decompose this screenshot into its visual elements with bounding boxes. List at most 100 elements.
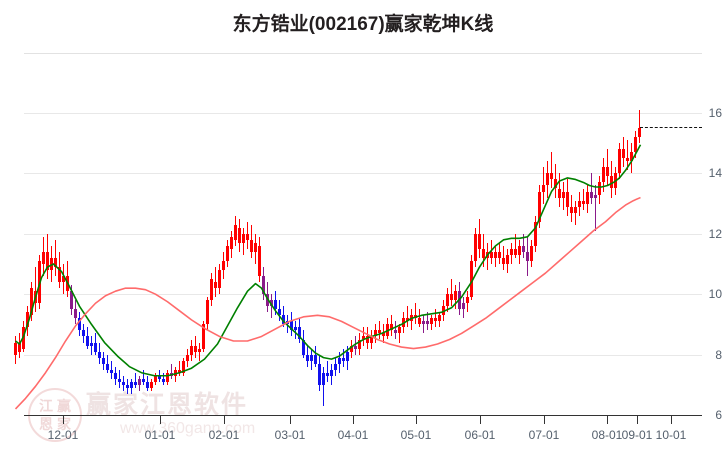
candle-body	[242, 233, 245, 243]
candle-body	[278, 309, 281, 316]
candle-body	[262, 276, 265, 295]
x-axis-tick	[224, 415, 226, 424]
candle-body	[502, 257, 505, 264]
candle-body	[82, 330, 85, 337]
chart-top-border	[24, 53, 702, 54]
candle-body	[166, 372, 169, 382]
candle-body	[346, 351, 349, 361]
y-axis-tick-label: 6	[715, 408, 722, 422]
x-axis-tick-label: 01-01	[144, 428, 176, 442]
x-axis-tick-label: 08-01	[591, 428, 623, 442]
candle-body	[206, 300, 209, 325]
x-axis-tick-label: 10-01	[655, 428, 687, 442]
candle-body	[258, 245, 261, 277]
candle-body	[98, 351, 101, 358]
y-axis-tick-label: 16	[708, 106, 722, 120]
candle-body	[506, 254, 509, 264]
candle-body	[622, 149, 625, 159]
candle-body	[434, 318, 437, 322]
candle-body	[254, 242, 257, 252]
x-axis-tick-label: 09-01	[621, 428, 653, 442]
gridline	[24, 294, 702, 296]
candle-body	[298, 327, 301, 340]
candle-body	[482, 248, 485, 258]
candle-body	[510, 248, 513, 255]
x-axis-tick	[160, 415, 162, 424]
y-axis-tick-label: 10	[708, 287, 722, 302]
candle-body	[382, 333, 385, 337]
candle-body	[494, 251, 497, 258]
candle-body	[378, 330, 381, 334]
candle-body	[130, 381, 133, 388]
y-axis-tick-label: 8	[715, 347, 722, 362]
gridline	[24, 113, 702, 114]
candle-body	[190, 345, 193, 355]
candle-body	[126, 384, 129, 388]
candle-body	[26, 312, 29, 328]
candle-body	[522, 245, 525, 252]
candle-body	[198, 348, 201, 352]
candle-body	[86, 336, 89, 346]
candle-body	[54, 257, 57, 267]
candle-body	[454, 291, 457, 301]
candle-body	[94, 342, 97, 352]
candle-body	[158, 375, 161, 379]
candle-body	[514, 248, 517, 255]
candle-body	[562, 191, 565, 198]
candle-wick	[407, 306, 408, 328]
x-axis-tick	[544, 415, 546, 424]
candle-body	[370, 336, 373, 343]
candle-body	[114, 372, 117, 379]
candle-body	[406, 318, 409, 322]
candle-body	[446, 294, 449, 307]
candle-body	[366, 336, 369, 343]
candle-body	[310, 354, 313, 361]
candle-body	[390, 324, 393, 331]
candle-body	[106, 363, 109, 370]
candle-body	[638, 128, 641, 138]
candle-body	[178, 369, 181, 373]
candle-body	[362, 336, 365, 340]
candle-body	[66, 276, 69, 292]
candle-body	[46, 251, 49, 271]
y-axis-tick-label: 12	[708, 226, 722, 241]
candle-body	[118, 378, 121, 382]
candle-body	[342, 357, 345, 361]
x-axis-tick	[416, 415, 418, 424]
candle-body	[246, 233, 249, 240]
candle-body	[230, 236, 233, 249]
candle-body	[78, 318, 81, 331]
x-axis-line	[24, 415, 702, 417]
candle-body	[402, 318, 405, 328]
candle-body	[250, 239, 253, 252]
candle-body	[34, 291, 37, 304]
candle-body	[234, 224, 237, 240]
candle-body	[354, 345, 357, 349]
candle-wick	[451, 279, 452, 307]
candle-body	[210, 279, 213, 301]
candle-wick	[179, 360, 180, 376]
candle-body	[598, 182, 601, 195]
candle-wick	[295, 321, 296, 340]
x-axis-tick	[480, 415, 482, 424]
candle-body	[602, 167, 605, 183]
candle-body	[614, 173, 617, 189]
gridline	[24, 233, 702, 235]
candle-body	[174, 369, 177, 376]
candle-body	[50, 257, 53, 271]
candle-wick	[583, 188, 584, 210]
candle-body	[462, 303, 465, 310]
candle-wick	[143, 369, 144, 385]
candle-body	[322, 372, 325, 385]
candle-wick	[551, 152, 552, 189]
x-axis-tick	[290, 415, 292, 424]
candle-body	[534, 221, 537, 246]
x-axis-tick-label: 07-01	[528, 428, 560, 442]
candle-body	[610, 176, 613, 189]
candle-body	[182, 360, 185, 373]
candle-body	[386, 324, 389, 337]
candle-body	[618, 149, 621, 174]
candle-body	[218, 270, 221, 289]
candle-body	[202, 324, 205, 349]
